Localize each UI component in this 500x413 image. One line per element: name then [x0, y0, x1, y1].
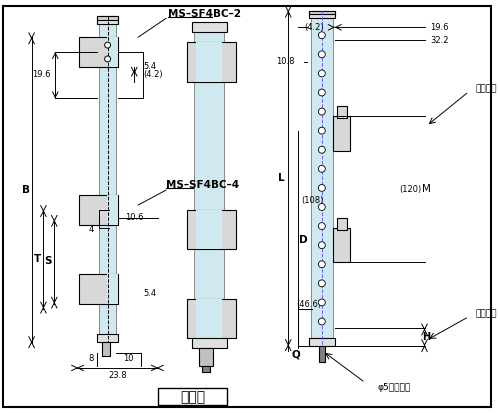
Circle shape	[318, 280, 326, 287]
Bar	[309, 11, 334, 14]
Text: M: M	[422, 184, 431, 194]
Bar	[200, 348, 213, 366]
Circle shape	[318, 204, 326, 211]
Text: 23.8: 23.8	[108, 371, 127, 380]
Text: T: T	[34, 254, 41, 264]
Text: (4.2): (4.2)	[304, 23, 324, 32]
Text: MS–SF4BC–4: MS–SF4BC–4	[166, 180, 239, 190]
Text: 32.2: 32.2	[430, 36, 448, 45]
Text: φ5灰色電線: φ5灰色電線	[377, 383, 410, 392]
Text: (46.6): (46.6)	[296, 300, 322, 309]
Bar	[192, 338, 227, 348]
Bar	[186, 210, 236, 249]
Circle shape	[318, 185, 326, 191]
Circle shape	[318, 51, 326, 58]
Bar	[196, 42, 222, 82]
Text: 投光器: 投光器	[180, 391, 205, 404]
Text: Q: Q	[292, 349, 300, 359]
Bar	[319, 346, 325, 362]
Text: 5.4: 5.4	[144, 290, 156, 298]
Text: 10.8: 10.8	[276, 57, 294, 66]
Circle shape	[318, 108, 326, 115]
Bar	[79, 195, 118, 225]
Text: 19.6: 19.6	[32, 70, 50, 79]
Bar	[194, 22, 224, 348]
Text: (108): (108)	[301, 196, 324, 204]
Circle shape	[318, 261, 326, 268]
Bar	[311, 11, 332, 346]
Bar	[309, 11, 334, 19]
Circle shape	[318, 318, 326, 325]
Bar	[79, 274, 118, 304]
Bar	[202, 366, 210, 372]
Circle shape	[104, 42, 110, 48]
Text: S: S	[44, 256, 52, 266]
Circle shape	[104, 56, 110, 62]
Text: B: B	[22, 185, 30, 195]
Circle shape	[318, 70, 326, 77]
Bar	[79, 37, 118, 67]
Text: 検測幅度: 検測幅度	[476, 84, 498, 93]
Text: 光軸間隔: 光軸間隔	[476, 309, 498, 318]
Text: L: L	[278, 173, 284, 183]
Circle shape	[318, 223, 326, 230]
Bar	[309, 338, 334, 346]
Bar	[96, 17, 118, 20]
Bar	[102, 342, 110, 356]
Bar	[192, 22, 227, 32]
Text: (120): (120)	[400, 185, 421, 194]
Text: 10.6: 10.6	[125, 214, 144, 222]
Circle shape	[318, 89, 326, 96]
Bar	[336, 106, 346, 118]
Text: 10: 10	[123, 354, 134, 363]
Bar	[332, 116, 350, 151]
Bar	[96, 17, 118, 24]
Bar	[96, 335, 118, 342]
Circle shape	[318, 127, 326, 134]
Bar	[196, 210, 222, 249]
Bar	[186, 299, 236, 338]
Text: D: D	[299, 235, 308, 244]
Bar	[196, 299, 222, 338]
Bar	[186, 42, 236, 82]
Text: 8: 8	[88, 354, 94, 363]
Text: (4.2): (4.2)	[143, 70, 163, 79]
Text: 5.4: 5.4	[144, 62, 156, 71]
Text: H: H	[422, 332, 430, 342]
Bar	[158, 388, 227, 406]
Circle shape	[318, 146, 326, 153]
Text: 4: 4	[88, 225, 94, 234]
Circle shape	[318, 242, 326, 249]
Bar	[98, 17, 116, 342]
Bar	[106, 274, 118, 304]
Bar	[336, 218, 346, 230]
Bar	[106, 195, 118, 225]
Bar	[332, 228, 350, 262]
Circle shape	[318, 165, 326, 172]
Circle shape	[318, 32, 326, 39]
Text: MS–SF4BC–2: MS–SF4BC–2	[168, 9, 241, 19]
Bar	[106, 37, 118, 67]
Circle shape	[318, 299, 326, 306]
Text: 19.6: 19.6	[430, 23, 448, 32]
